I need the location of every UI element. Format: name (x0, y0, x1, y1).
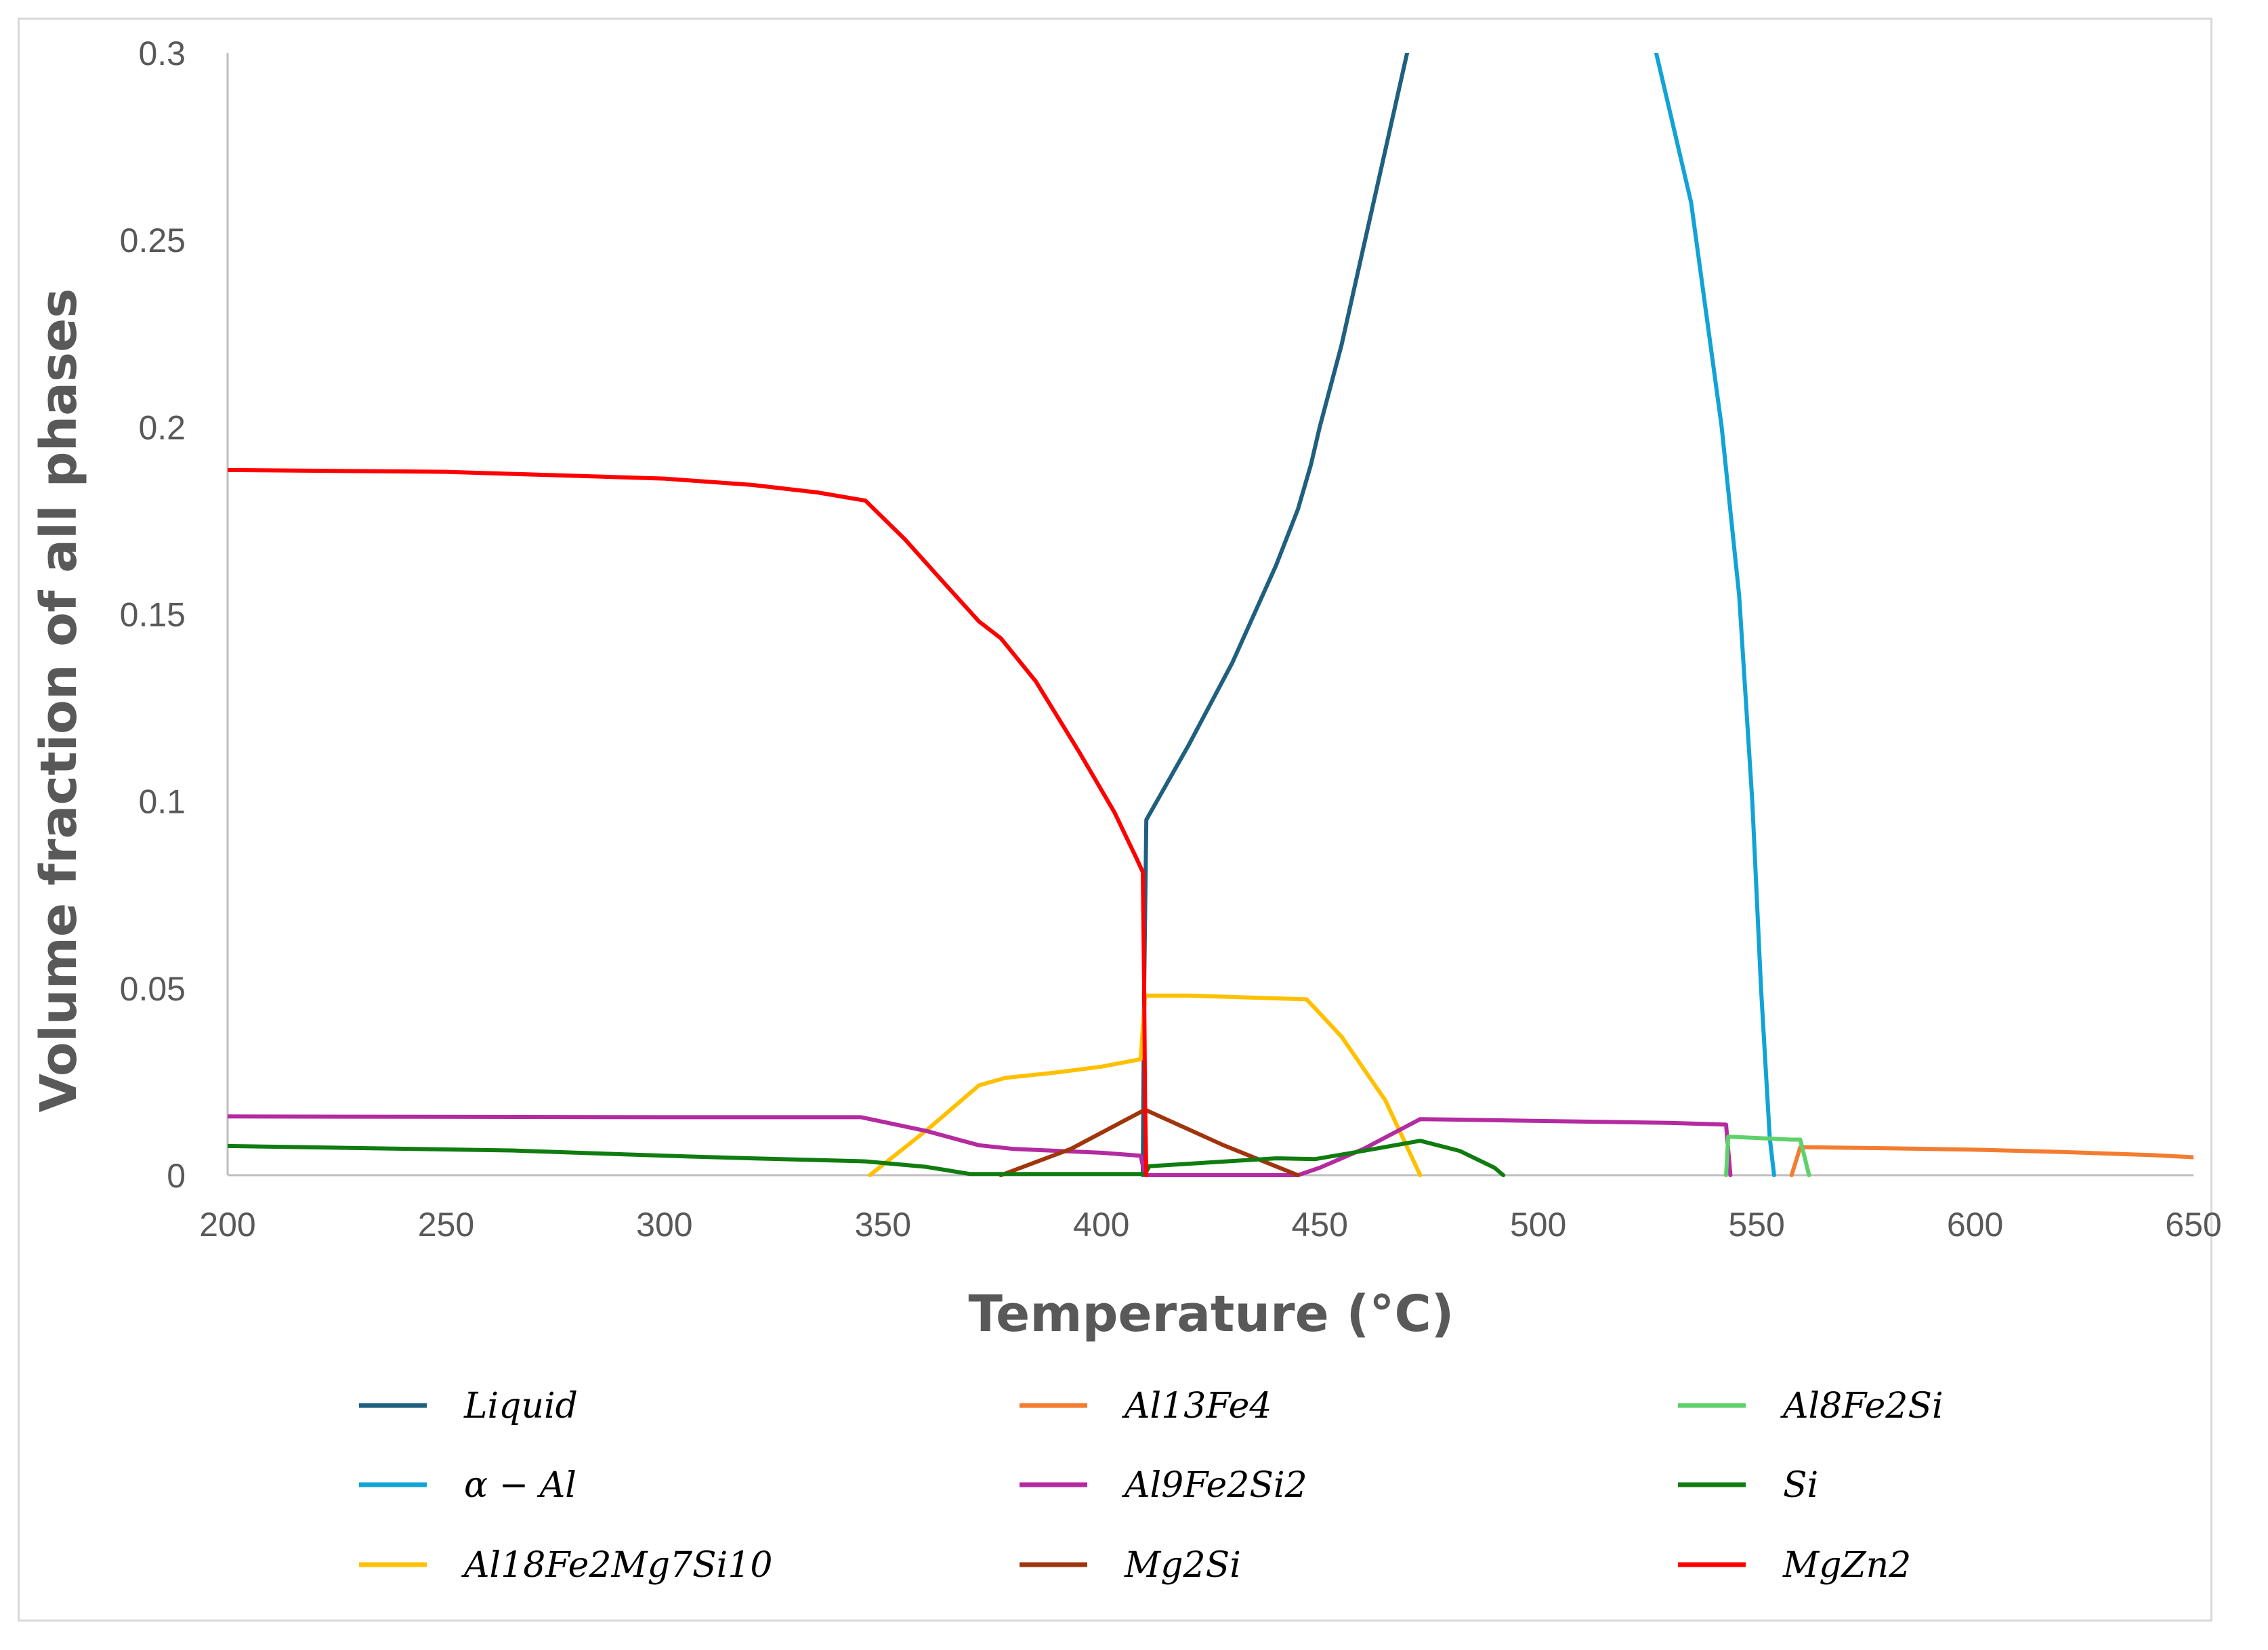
series-line-al (1654, 53, 1776, 1177)
legend-label: Al9Fe2Si2 (1122, 1465, 1307, 1506)
y-tick-label: 0.2 (138, 408, 186, 446)
series-layer (228, 53, 2193, 1177)
x-tick-labels: 200 250 300 350 400 450 500 550 600 650 (199, 1206, 2221, 1244)
y-tick-label: 0 (167, 1157, 186, 1195)
x-axis-title: Temperature (°C) (969, 1285, 1454, 1343)
legend-label: Si (1783, 1465, 1818, 1506)
series-line-mgzn2 (228, 467, 1149, 1177)
series-line-al18fe2mg7si10 (868, 993, 1423, 1177)
x-tick-label: 550 (1728, 1206, 1784, 1244)
x-tick-label: 500 (1510, 1206, 1566, 1244)
series-line-al8fe2si (1724, 1135, 1811, 1177)
x-tick-label: 600 (1947, 1206, 2003, 1244)
y-tick-label: 0.15 (120, 596, 186, 634)
x-tick-label: 200 (199, 1206, 255, 1244)
series-line-al9fe2si2 (228, 1114, 1733, 1177)
legend-label: Al18Fe2Mg7Si10 (461, 1545, 772, 1586)
y-tick-label: 0.25 (120, 221, 186, 259)
y-tick-label: 0.1 (138, 783, 186, 821)
y-axis-title: Volume fraction of all phases (30, 289, 88, 1113)
x-tick-label: 350 (855, 1206, 911, 1244)
series-line-liquid (1141, 53, 1410, 1177)
x-tick-label: 400 (1073, 1206, 1129, 1244)
x-tick-label: 450 (1292, 1206, 1348, 1244)
chart-frame (18, 18, 2212, 1622)
legend-label: MgZn2 (1782, 1545, 1911, 1586)
x-tick-label: 650 (2165, 1206, 2221, 1244)
legend-label: Al13Fe4 (1122, 1386, 1272, 1426)
legend-label: α − Al (464, 1465, 576, 1506)
legend-label: Al8Fe2Si (1780, 1386, 1944, 1426)
axes (226, 53, 2193, 1177)
x-tick-label: 300 (636, 1206, 692, 1244)
legend: Liquid Al13Fe4 Al8Fe2Si α − Al Al9Fe2Si2 Si Al… (359, 1386, 1944, 1586)
series-line-al13fe4 (1789, 1145, 2193, 1177)
legend-label: Mg2Si (1124, 1545, 1241, 1586)
y-tick-label: 0.05 (120, 970, 186, 1008)
legend-label: Liquid (463, 1386, 578, 1426)
y-tick-labels: 0 0.05 0.1 0.15 0.2 0.25 0.3 (120, 35, 186, 1195)
x-tick-label: 250 (418, 1206, 474, 1244)
y-tick-label: 0.3 (138, 35, 186, 72)
